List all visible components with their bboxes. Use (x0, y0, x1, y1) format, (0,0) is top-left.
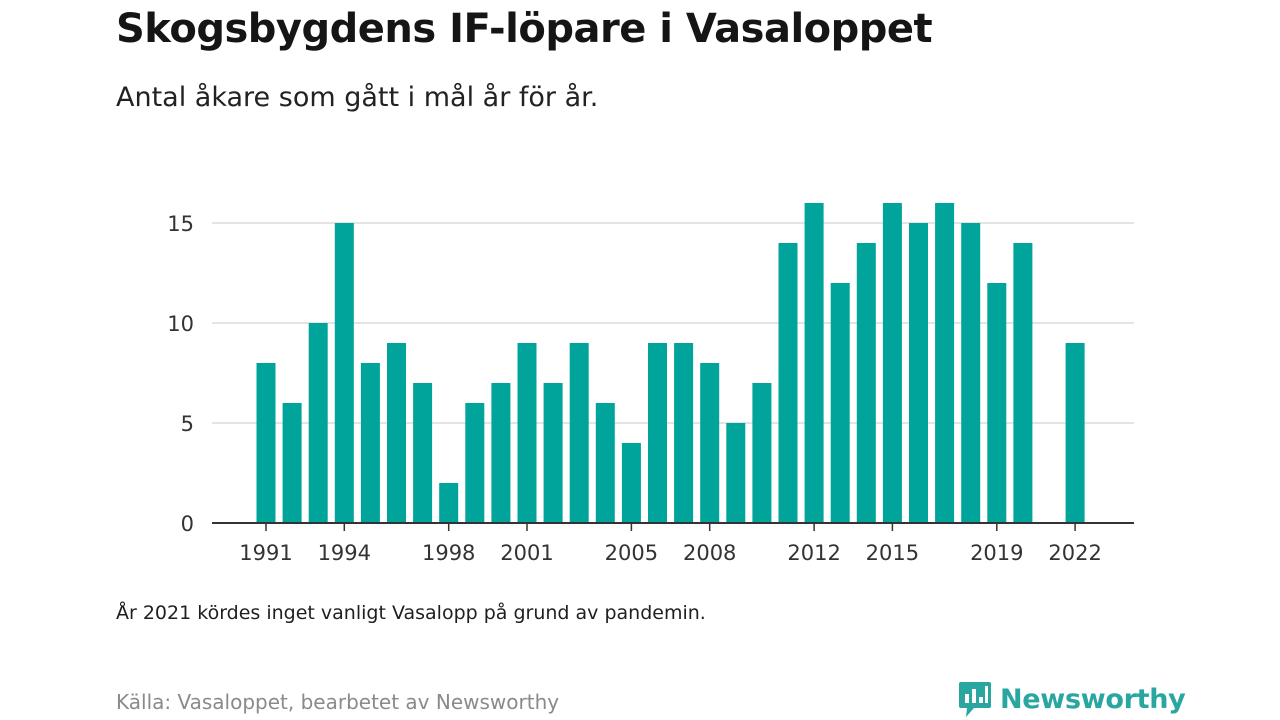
x-tick-label: 2008 (683, 541, 736, 565)
x-tick-label: 1994 (318, 541, 371, 565)
bar-2002 (543, 383, 563, 523)
bar-2007 (674, 343, 694, 523)
bar-2005 (621, 443, 641, 523)
newsworthy-logo: Newsworthy (958, 680, 1186, 718)
chart-note: År 2021 kördes inget vanligt Vasalopp på… (116, 602, 706, 624)
chart-title: Skogsbygdens IF-löpare i Vasaloppet (116, 6, 933, 52)
bar-2022 (1065, 343, 1085, 523)
brand-name: Newsworthy (1000, 683, 1186, 715)
bar-2017 (935, 203, 955, 523)
bar-2004 (595, 403, 615, 523)
axes: 0 5 10 15 1991 1994 1998 2001 2005 2008 2012 2015 20… (167, 212, 1134, 565)
x-tick-label: 2015 (866, 541, 919, 565)
bar-2006 (648, 343, 667, 523)
x-tick-label: 2005 (605, 541, 658, 565)
bar-1998 (439, 483, 459, 523)
bar-2013 (830, 283, 850, 523)
bar-2012 (804, 203, 824, 523)
y-tick-label: 10 (167, 312, 194, 336)
chart-subtitle: Antal åkare som gått i mål år för år. (116, 82, 599, 113)
bar-2011 (778, 243, 798, 523)
bars (256, 203, 1085, 523)
bar-2009 (726, 423, 746, 523)
bar-1996 (387, 343, 406, 523)
bar-1999 (465, 403, 485, 523)
x-tick-label: 2012 (787, 541, 840, 565)
bar-1995 (360, 363, 380, 523)
y-tick-label: 15 (167, 212, 194, 236)
x-tick-label: 2001 (500, 541, 553, 565)
bar-2010 (752, 383, 772, 523)
x-tick-label: 1991 (239, 541, 292, 565)
bar-1997 (413, 383, 433, 523)
bar-2019 (987, 283, 1007, 523)
bar-2014 (856, 243, 876, 523)
x-tick-label: 2019 (970, 541, 1023, 565)
y-tick-label: 0 (181, 512, 194, 536)
x-tick-label: 1998 (422, 541, 475, 565)
bar-1991 (256, 363, 276, 523)
bar-2000 (491, 383, 511, 523)
bar-2016 (909, 223, 928, 523)
bar-2001 (517, 343, 537, 523)
bar-1992 (282, 403, 302, 523)
newsworthy-logo-icon (959, 682, 991, 717)
bar-1994 (334, 223, 354, 523)
bar-2003 (569, 343, 589, 523)
bar-2008 (700, 363, 720, 523)
y-tick-label: 5 (181, 412, 194, 436)
bar-2018 (961, 223, 981, 523)
bar-2020 (1013, 243, 1033, 523)
bar-2015 (882, 203, 902, 523)
x-tick-label: 2022 (1048, 541, 1101, 565)
source-text: Källa: Vasaloppet, bearbetet av Newswort… (116, 690, 560, 714)
bar-1993 (308, 323, 328, 523)
